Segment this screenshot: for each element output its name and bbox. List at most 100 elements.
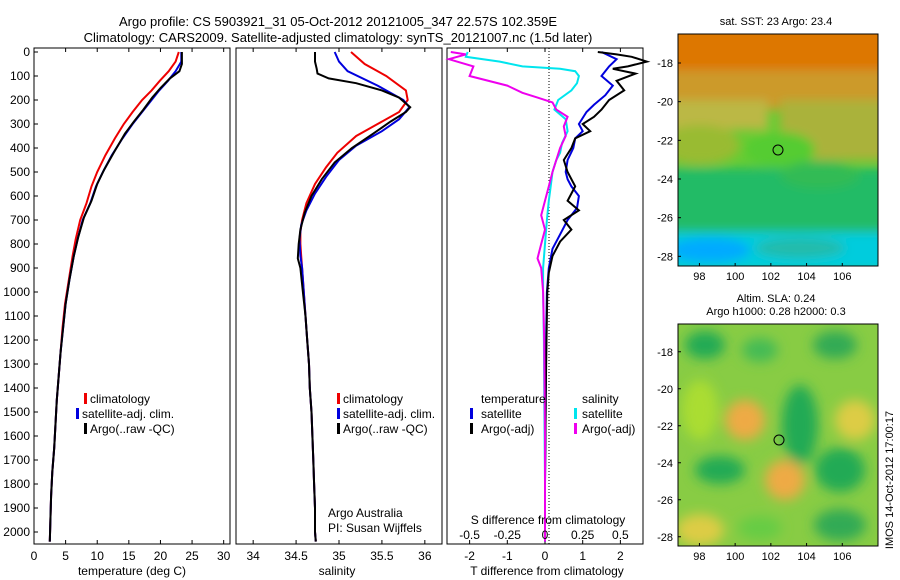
x2-tick-label: 0.25 — [571, 528, 595, 542]
x2-tick-label: 0 — [542, 528, 549, 542]
x-tick-label: -1 — [502, 549, 513, 563]
map-x-tick-label: 98 — [693, 271, 705, 283]
map-y-tick-label: -18 — [657, 58, 673, 70]
y-tick-label: 800 — [10, 237, 30, 251]
salinity-tick-labels: 34 34.5 35 35.5 36 — [246, 48, 432, 563]
legend3-s-argo: Argo(-adj) — [582, 422, 635, 436]
map-y-tick-label: -22 — [657, 135, 673, 147]
salinity-panel: 34 34.5 35 35.5 36 salinity climatology sate… — [235, 47, 443, 578]
map-y-tick-label: -20 — [657, 384, 673, 396]
series-line-argo-raw-qc- — [48, 52, 183, 542]
legend2-swatch-satellite — [337, 408, 340, 419]
difference-series — [445, 51, 651, 542]
map-x-tick-label: 106 — [833, 271, 851, 283]
sla-map-title-line2: Argo h1000: 0.28 h2000: 0.3 — [706, 306, 845, 318]
map-y-tick-label: -18 — [657, 347, 673, 359]
map-y-tick-label: -26 — [657, 213, 673, 225]
y-tick-label: 1000 — [3, 285, 30, 299]
legend3-swatch-t-sat — [470, 408, 473, 419]
imos-footer: IMOS 14-Oct-2012 17:00:17 — [884, 411, 896, 549]
y-tick-label: 1400 — [3, 381, 30, 395]
x-tick-label: 25 — [185, 549, 199, 563]
legend3-swatch-s-argo — [574, 423, 577, 434]
series-line-argo-raw-qc- — [296, 52, 412, 542]
x-tick-label: 1 — [579, 549, 586, 563]
map-x-tick-label: 104 — [797, 551, 815, 563]
temperature-panel: 0100200300400500600700800900100011001200… — [3, 45, 230, 578]
map-y-tick-label: -24 — [657, 458, 673, 470]
legend3-salinity-head: salinity — [582, 392, 619, 406]
sst-map-tick-labels: 98 100 102 104 106 -18 -20 -22 -24 -26 -28 — [657, 58, 851, 283]
sla-map-frame — [677, 323, 879, 547]
y-tick-label: 1900 — [3, 501, 30, 515]
y-tick-label: 1600 — [3, 429, 30, 443]
legend3-swatch-s-sat — [574, 408, 577, 419]
difference-x2label: S difference from climatology — [471, 513, 626, 527]
difference-panel: -2 -1 0 1 2 T difference from climatology S … — [445, 47, 651, 578]
legend-swatch-argo — [84, 423, 87, 434]
salinity-difference-tick-labels: -0.5 -0.25 0 0.25 0.5 — [459, 528, 629, 542]
x-tick-label: 2 — [617, 549, 624, 563]
x2-tick-label: 0.5 — [612, 528, 629, 542]
y-tick-label: 1300 — [3, 357, 30, 371]
sst-heatmap — [678, 34, 878, 266]
x-tick-label: 36 — [418, 549, 432, 563]
x-tick-label: 15 — [122, 549, 136, 563]
map-y-tick-label: -26 — [657, 495, 673, 507]
legend3-t-argo: Argo(-adj) — [481, 422, 534, 436]
map-x-tick-label: 100 — [726, 271, 744, 283]
y-tick-label: 2000 — [3, 525, 30, 539]
series-line-salinity-argo-adj- — [445, 51, 569, 542]
legend3-swatch-t-argo — [470, 423, 473, 434]
legend3-t-satellite: satellite — [481, 407, 522, 421]
credit-line2: PI: Susan Wijffels — [328, 521, 422, 535]
sst-map-frame — [677, 33, 879, 267]
y-tick-label: 100 — [10, 69, 30, 83]
y-tick-label: 400 — [10, 141, 30, 155]
y-tick-label: 200 — [10, 93, 30, 107]
x-tick-label: 5 — [62, 549, 69, 563]
salinity-legend: climatology satellite-adj. clim. Argo(..… — [337, 392, 435, 436]
map-y-tick-label: -22 — [657, 421, 673, 433]
difference-tick-labels: -2 -1 0 1 2 — [464, 48, 624, 563]
map-x-tick-label: 100 — [726, 551, 744, 563]
map-y-tick-label: -20 — [657, 97, 673, 109]
legend2-satellite-adj: satellite-adj. clim. — [343, 407, 435, 421]
legend-swatch-satellite — [76, 408, 79, 419]
salinity-xlabel: salinity — [319, 564, 356, 578]
y-tick-label: 1700 — [3, 453, 30, 467]
x-tick-label: 34.5 — [284, 549, 308, 563]
map-y-tick-label: -28 — [657, 532, 673, 544]
x2-tick-label: -0.5 — [459, 528, 480, 542]
salinity-axes-frame — [235, 47, 443, 545]
argo-position-marker-sla — [773, 434, 785, 446]
x2-tick-label: -0.25 — [494, 528, 522, 542]
x-tick-label: 34 — [246, 549, 260, 563]
sla-map-tick-labels: 98 100 102 104 106 -18 -20 -22 -24 -26 -28 — [657, 347, 851, 563]
sla-map-panel: Altim. SLA: 0.24 Argo h1000: 0.28 h2000:… — [657, 293, 879, 563]
map-x-tick-label: 102 — [762, 551, 780, 563]
temperature-series — [48, 51, 183, 542]
map-x-tick-label: 106 — [833, 551, 851, 563]
legend2-swatch-climatology — [337, 393, 340, 404]
y-tick-label: 0 — [23, 45, 30, 59]
x-tick-label: 20 — [154, 549, 168, 563]
temperature-legend: climatology satellite-adj. clim. Argo(..… — [76, 392, 175, 436]
x-tick-label: 0 — [542, 549, 549, 563]
map-x-tick-label: 98 — [693, 551, 705, 563]
figure-title-line1: Argo profile: CS 5903921_31 05-Oct-2012 … — [119, 14, 557, 29]
legend-swatch-climatology — [84, 393, 87, 404]
depth-tick-labels: 0 100 200 300 400 500 600 700 800 900 1000 1100 1200… — [3, 45, 38, 539]
series-line-temperature-argo-adj- — [544, 51, 651, 542]
map-y-tick-label: -24 — [657, 174, 673, 186]
argo-position-marker-sst — [772, 144, 784, 156]
x-tick-label: 0 — [31, 549, 38, 563]
y-tick-label: 300 — [10, 117, 30, 131]
y-tick-label: 500 — [10, 165, 30, 179]
legend-satellite-adj: satellite-adj. clim. — [82, 407, 174, 421]
credit-line1: Argo Australia — [328, 506, 403, 520]
temperature-axes-frame — [33, 47, 231, 545]
map-x-tick-label: 104 — [797, 271, 815, 283]
x-tick-label: -2 — [464, 549, 475, 563]
